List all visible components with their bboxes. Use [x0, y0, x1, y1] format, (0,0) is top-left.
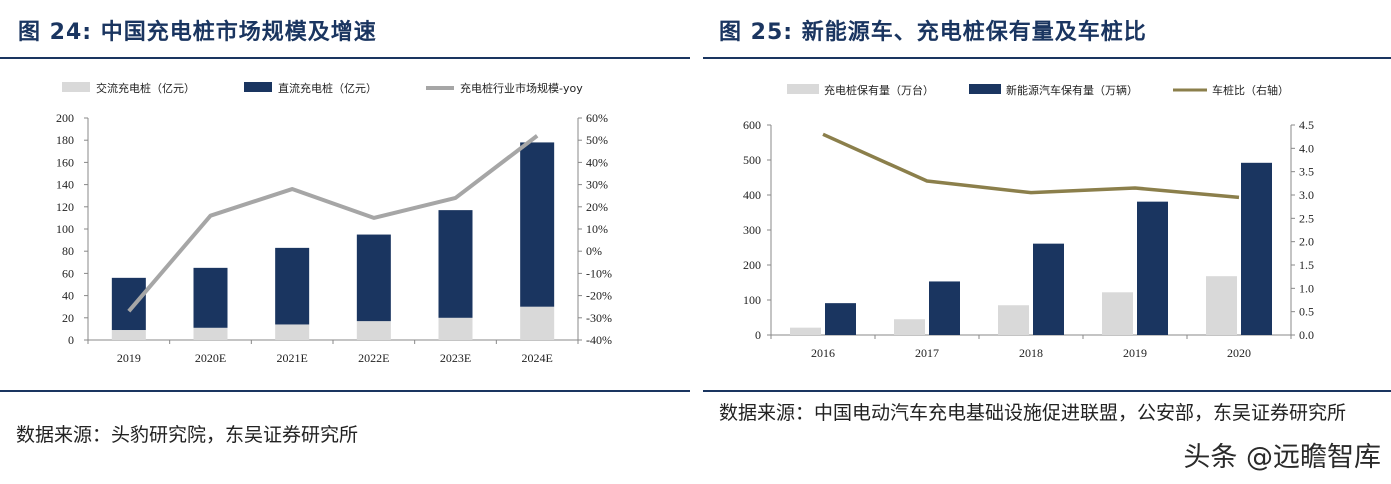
x-tick-label: 2017 [915, 346, 939, 360]
bar-nev [1137, 201, 1168, 335]
x-tick-label: 2022E [358, 351, 389, 365]
legend-swatch-dc [244, 82, 272, 92]
y2-tick-label: 30% [586, 178, 608, 192]
y-tick-label: 200 [56, 111, 74, 125]
bar-dc [520, 142, 555, 307]
x-tick-label: 2019 [117, 351, 141, 365]
y2-tick-label: -30% [586, 311, 612, 325]
y2-tick-label: 2.0 [1299, 235, 1314, 249]
bar-ac [438, 317, 473, 340]
market-size-chart: 交流充电桩（亿元） 直流充电桩（亿元） 充电桩行业市场规模-yoy 0 20 40 60 80… [56, 81, 612, 365]
x-tick-label: 2020E [195, 351, 226, 365]
y-tick-label: 500 [743, 153, 761, 167]
data-source-note: 数据来源：头豹研究院，东吴证券研究所 [16, 424, 359, 446]
bar-chargers [1102, 292, 1133, 335]
source-divider [0, 390, 690, 392]
y2-tick-label: 3.5 [1299, 165, 1314, 179]
y2-tick-label: 4.0 [1299, 141, 1314, 155]
y-tick-label: 120 [56, 200, 74, 214]
bar-chargers [1206, 276, 1237, 335]
ownership-chart: 充电桩保有量（万台） 新能源汽车保有量（万辆） 车桩比（右轴） 0 100 200 300 4… [743, 83, 1314, 360]
y-tick-label: 600 [743, 118, 761, 132]
series-line-yoy [127, 134, 539, 313]
x-tick-label: 2019 [1123, 346, 1147, 360]
chart-panel-ownership: 图 25: 新能源车、充电桩保有量及车桩比 充电桩保有量（万台） 新能源汽车保有量… [703, 0, 1391, 484]
y2-tick-label: -20% [586, 289, 612, 303]
bar-nev [825, 303, 856, 335]
y2-tick-label: -10% [586, 266, 612, 280]
y2-tick-label: 3.0 [1299, 188, 1314, 202]
figure-title: 图 25: 新能源车、充电桩保有量及车桩比 [719, 20, 1147, 45]
y2-tick-label: 60% [586, 111, 608, 125]
x-tick-label: 2021E [276, 351, 307, 365]
bar-dc [356, 234, 391, 322]
legend-swatch-chargers [787, 84, 819, 94]
y-tick-label: 400 [743, 188, 761, 202]
y2-tick-label: 40% [586, 155, 608, 169]
x-tick-label: 2018 [1019, 346, 1043, 360]
y-tick-label: 0 [68, 333, 74, 347]
title-divider [703, 57, 1391, 59]
y-tick-label: 20 [62, 311, 74, 325]
y-tick-label: 200 [743, 258, 761, 272]
bar-chargers [790, 327, 821, 335]
y2-tick-label: -40% [586, 333, 612, 347]
y2-tick-label: 1.5 [1299, 258, 1314, 272]
legend-label-nev: 新能源汽车保有量（万辆） [1006, 83, 1138, 97]
y-tick-label: 100 [56, 222, 74, 236]
y2-tick-label: 1.0 [1299, 281, 1314, 295]
x-tick-label: 2016 [811, 346, 835, 360]
bar-nev [1241, 162, 1272, 335]
legend-label-ac: 交流充电桩（亿元） [96, 81, 195, 95]
title-divider [0, 57, 690, 59]
bar-ac [356, 321, 391, 340]
bar-dc [438, 210, 473, 318]
bar-chargers [998, 305, 1029, 335]
chart-panel-market-size: 图 24: 中国充电桩市场规模及增速 交流充电桩（亿元） 直流充电桩（亿元） 充电桩… [0, 0, 690, 484]
x-tick-label: 2020 [1227, 346, 1251, 360]
y2-tick-label: 10% [586, 222, 608, 236]
y2-tick-label: 0.5 [1299, 305, 1314, 319]
series-line-ratio [822, 132, 1240, 200]
y2-tick-label: 0.0 [1299, 328, 1314, 342]
bar-dc [275, 247, 310, 325]
y-tick-label: 100 [743, 293, 761, 307]
y2-tick-label: 2.5 [1299, 211, 1314, 225]
bar-ac [193, 327, 228, 340]
y-tick-label: 140 [56, 178, 74, 192]
legend-label-chargers: 充电桩保有量（万台） [824, 83, 934, 97]
y-tick-label: 160 [56, 155, 74, 169]
x-tick-label: 2023E [440, 351, 471, 365]
bar-chargers [894, 319, 925, 335]
y2-tick-label: 0% [586, 244, 602, 258]
y2-tick-label: 50% [586, 133, 608, 147]
y-tick-label: 80 [62, 244, 74, 258]
bar-ac [275, 324, 310, 340]
legend-swatch-nev [969, 84, 1001, 94]
y-tick-label: 60 [62, 266, 74, 280]
legend-swatch-ac [62, 82, 90, 92]
x-tick-label: 2024E [521, 351, 552, 365]
y2-tick-label: 20% [586, 200, 608, 214]
legend-label-ratio: 车桩比（右轴） [1212, 83, 1289, 97]
watermark: 头条 @远瞻智库 [1183, 442, 1381, 473]
bar-ac [111, 330, 146, 340]
source-divider [703, 390, 1391, 392]
y-tick-label: 180 [56, 133, 74, 147]
bar-dc [193, 267, 228, 328]
legend-label-yoy: 充电桩行业市场规模-yoy [460, 81, 583, 95]
legend-label-dc: 直流充电桩（亿元） [278, 81, 377, 95]
bar-nev [1033, 243, 1064, 335]
y-tick-label: 40 [62, 289, 74, 303]
y-tick-label: 300 [743, 223, 761, 237]
bar-ac [520, 306, 555, 340]
data-source-note: 数据来源：中国电动汽车充电基础设施促进联盟，公安部，东吴证券研究所 [719, 402, 1347, 424]
figure-title: 图 24: 中国充电桩市场规模及增速 [18, 20, 377, 45]
bar-nev [929, 281, 960, 335]
bar-dc [111, 277, 146, 331]
y2-tick-label: 4.5 [1299, 118, 1314, 132]
y-tick-label: 0 [755, 328, 761, 342]
